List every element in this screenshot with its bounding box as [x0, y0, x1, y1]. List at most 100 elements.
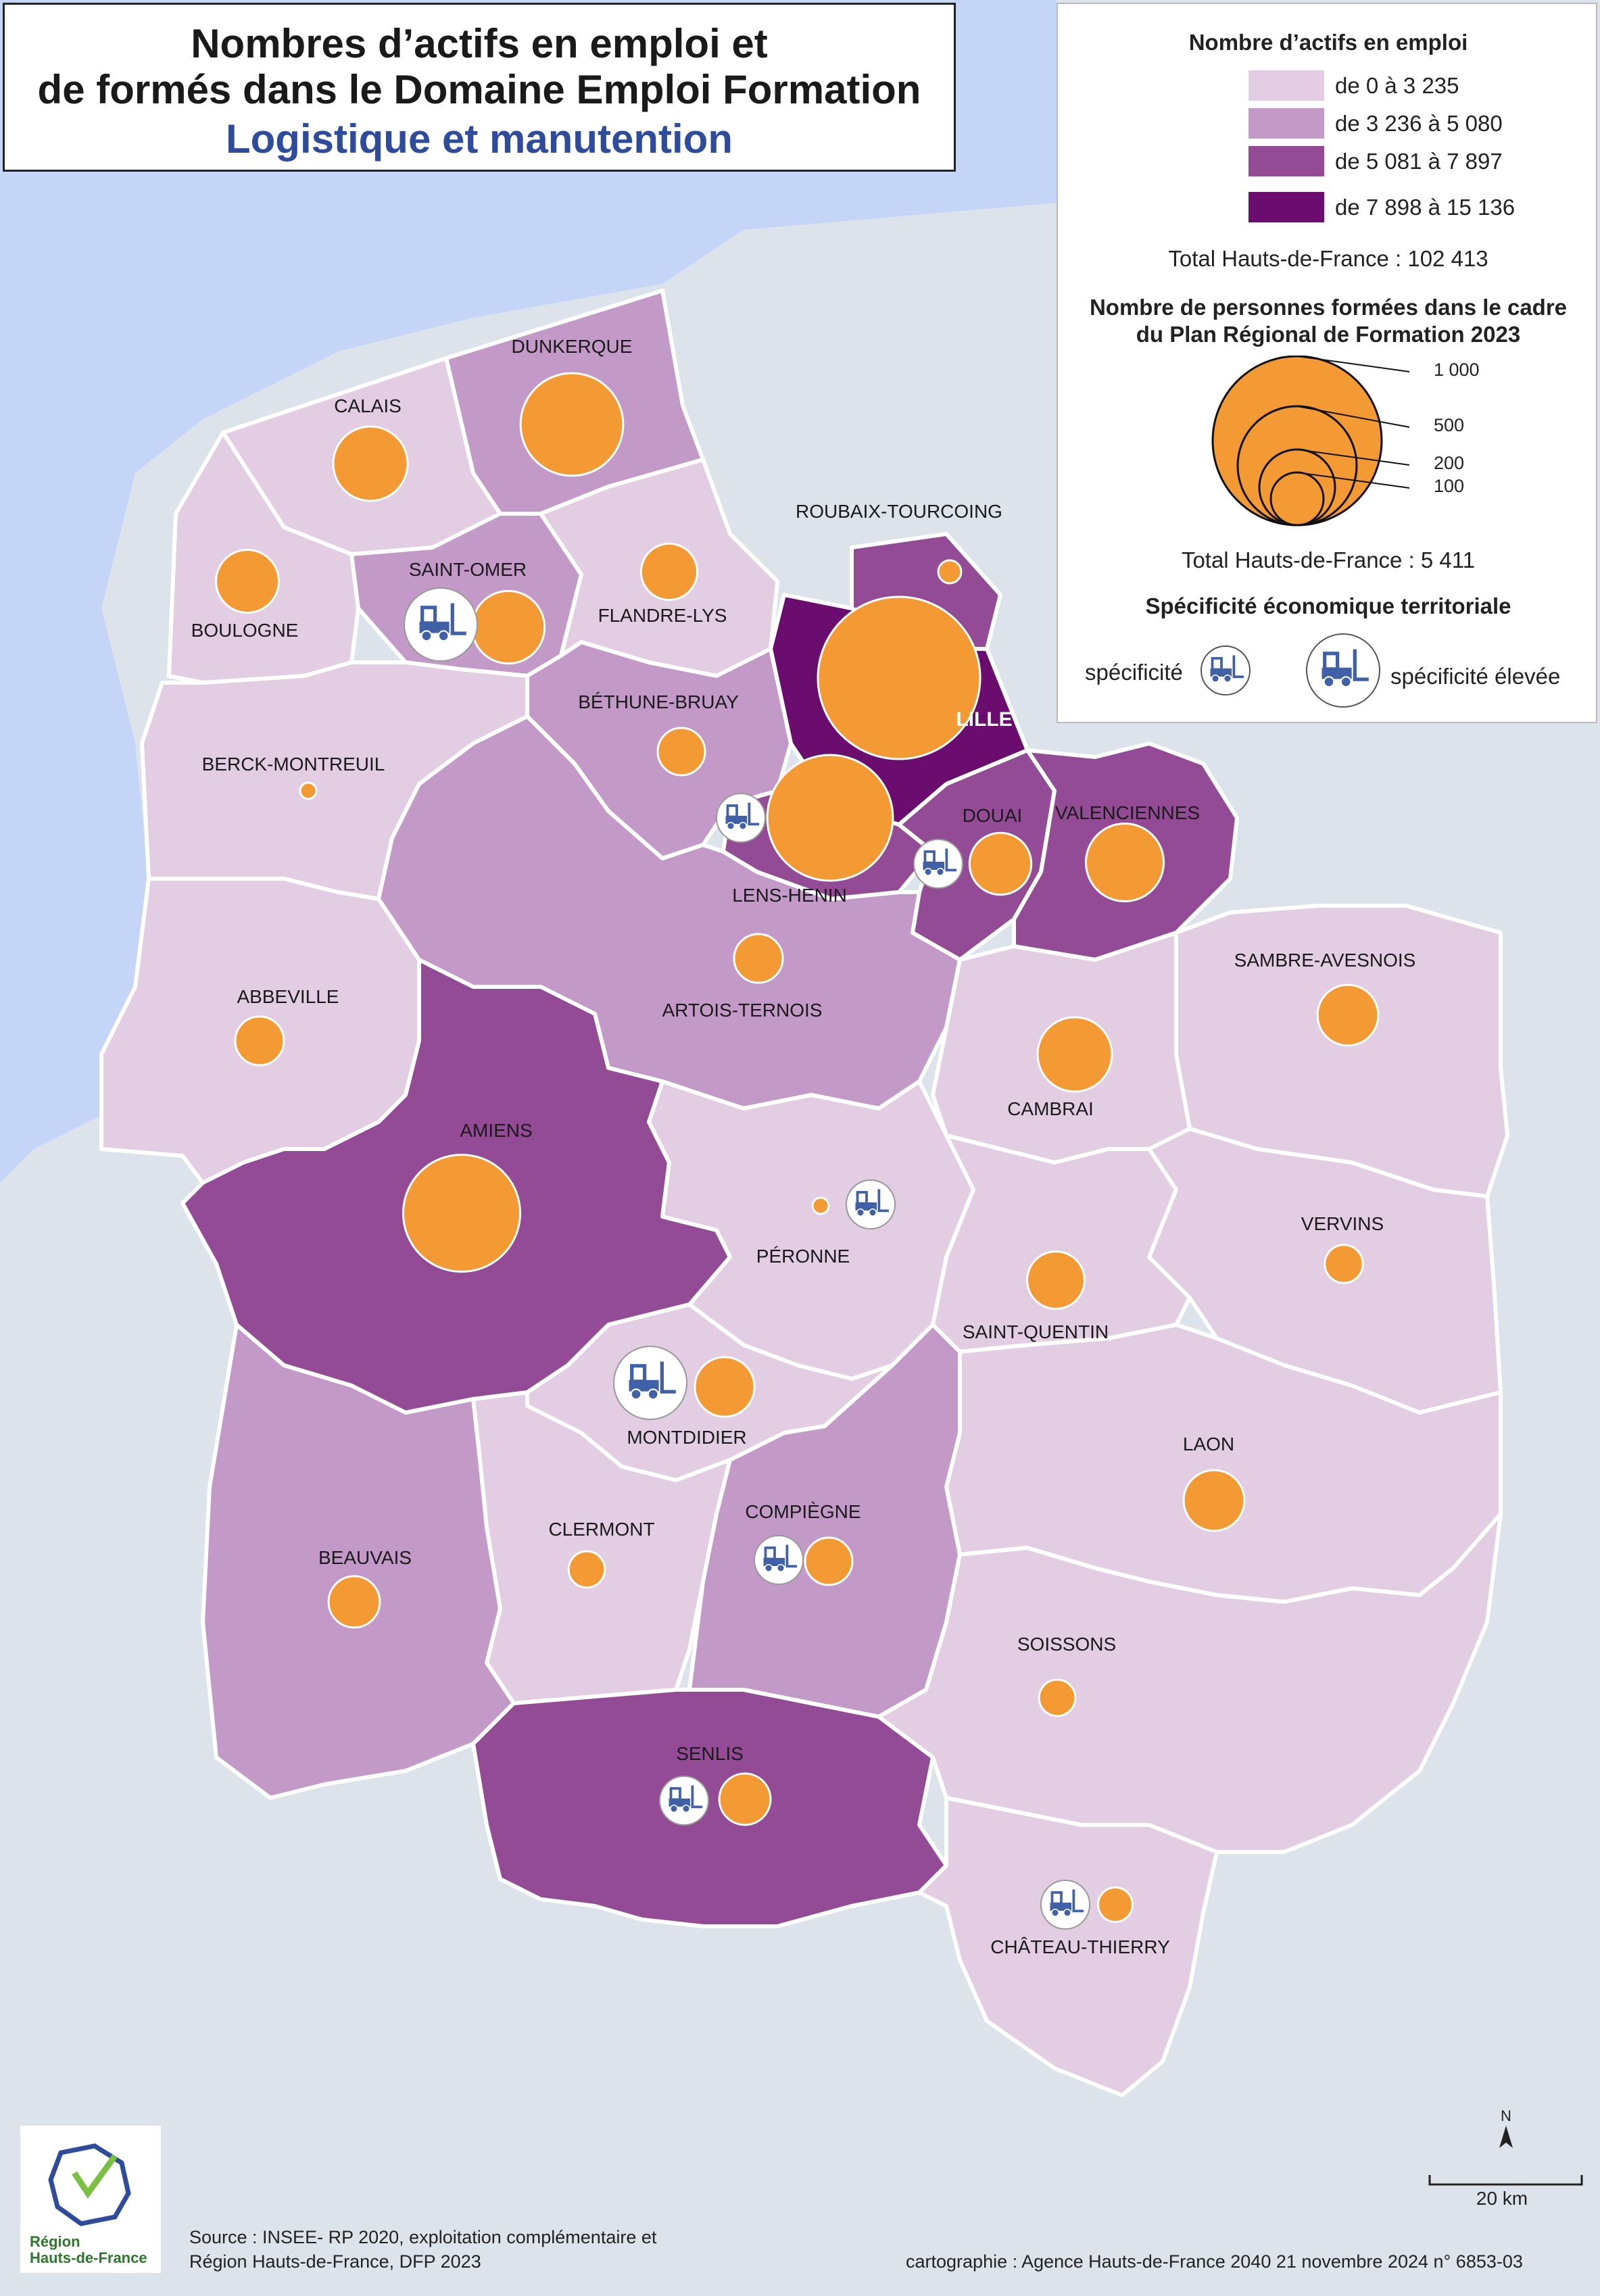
district-label-sambre-avesnois: SAMBRE-AVESNOIS: [1234, 950, 1416, 971]
district-label-vervins: VERVINS: [1301, 1213, 1384, 1234]
title-box: Nombres d’actifs en emploi et de formés …: [3, 3, 956, 172]
specificity-icons-layer: [404, 587, 1090, 1930]
legend-total-actifs: Total Hauts-de-France : 102 413: [1168, 246, 1488, 271]
legend-swatch-2: [1249, 146, 1324, 176]
district-label-chateau-thierry: CHÂTEAU-THIERRY: [990, 1936, 1170, 1957]
district-label-montdidier: MONTDIDIER: [627, 1427, 746, 1448]
district-label-saint-omer: SAINT-OMER: [409, 559, 527, 580]
legend-class-label-3: de 7 898 à 15 136: [1335, 195, 1516, 220]
district-label-amiens: AMIENS: [460, 1120, 532, 1141]
district-label-artois-ternois: ARTOIS-TERNOIS: [662, 1000, 822, 1021]
legend-circle-label-200: 200: [1434, 453, 1465, 473]
trained-circle-abbeville: [234, 1015, 285, 1067]
trained-circle-compiegne: [804, 1536, 854, 1586]
legend-circle-label-1000: 1 000: [1434, 360, 1480, 380]
trained-circle-calais: [332, 425, 409, 502]
trained-circle-saint-omer: [470, 589, 546, 665]
district-label-calais: CALAIS: [334, 395, 402, 416]
district-label-roubaix-tourcoing: ROUBAIX-TOURCOING: [796, 501, 1002, 522]
district-label-flandre-lys: FLANDRE-LYS: [598, 605, 727, 626]
legend-circle-label-500: 500: [1434, 415, 1465, 435]
title-line-1: Nombres d’actifs en emploi et: [191, 21, 768, 66]
footer-source-line-2: Région Hauts-de-France, DFP 2023: [189, 2251, 481, 2272]
district-label-compiegne: COMPIÈGNE: [745, 1501, 860, 1522]
sea: [0, 0, 1057, 1183]
specificity-icon-montdidier: [613, 1346, 687, 1420]
trained-circle-boulogne: [215, 549, 280, 614]
north-arrow: N: [1499, 2107, 1513, 2148]
legend-spec-label: spécificité: [1085, 660, 1183, 685]
district-label-valenciennes: VALENCIENNES: [1055, 802, 1200, 823]
trained-circle-amiens: [402, 1153, 522, 1273]
trained-circle-beauvais: [327, 1575, 381, 1629]
title-line-2: de formés dans le Domaine Emploi Formati…: [37, 67, 921, 112]
trained-circle-montdidier: [694, 1356, 756, 1418]
specificity-icon-douai: [913, 839, 963, 889]
trained-circle-peronne: [811, 1196, 830, 1215]
district-area-chateau-thierry: [917, 1796, 1219, 2097]
specificity-icon-senlis: [659, 1776, 709, 1826]
trained-circle-lens-henin: [766, 754, 894, 882]
legend-circle-scale: [1211, 356, 1410, 527]
legend: Nombre d’actifs en emploi de 0 à 3 235 d…: [1057, 3, 1597, 723]
trained-circle-valenciennes: [1084, 822, 1165, 903]
legend-circle-label-100: 100: [1434, 476, 1465, 496]
legend-specificity-title: Spécificité économique territoriale: [1145, 593, 1511, 618]
trained-circle-sambre-avesnois: [1316, 983, 1380, 1047]
legend-circle-title-2: du Plan Régional de Formation 2023: [1136, 322, 1521, 347]
trained-circle-bethune-bruay: [656, 727, 706, 777]
trained-circle-senlis: [718, 1772, 772, 1826]
legend-class-label-2: de 5 081 à 7 897: [1335, 149, 1503, 174]
specificity-icon-saint-omer: [404, 587, 478, 662]
logo-line-1: Région: [30, 2233, 80, 2250]
trained-circle-vervins: [1324, 1244, 1364, 1284]
region-logo-mark: [48, 2143, 131, 2226]
north-label: N: [1501, 2107, 1511, 2124]
district-label-clermont: CLERMONT: [548, 1519, 654, 1540]
legend-spec-high-label: spécificité élevée: [1390, 664, 1561, 689]
district-label-beauvais: BEAUVAIS: [318, 1547, 412, 1568]
trained-circle-cambrai: [1036, 1016, 1113, 1093]
legend-swatch-0: [1249, 70, 1324, 101]
district-label-dunkerque: DUNKERQUE: [512, 336, 633, 357]
trained-circle-soissons: [1038, 1678, 1077, 1717]
specificity-icon-chateau-thierry: [1040, 1880, 1090, 1930]
specificity-icon-peronne: [846, 1179, 896, 1229]
scale-bar-label: 20 km: [1476, 2188, 1528, 2209]
district-label-douai: DOUAI: [963, 805, 1023, 826]
legend-class-label-1: de 3 236 à 5 080: [1335, 111, 1503, 136]
district-label-lille: LILLE: [956, 708, 1012, 731]
trained-circle-douai: [968, 831, 1033, 896]
district-label-berck-montreuil: BERCK-MONTREUIL: [202, 754, 385, 775]
footer-credit: cartographie : Agence Hauts-de-France 20…: [906, 2251, 1523, 2272]
legend-spec-icon: [1201, 645, 1251, 695]
region-logo: Région Hauts-de-France: [20, 2126, 161, 2273]
trained-circle-saint-quentin: [1026, 1250, 1086, 1310]
trained-circle-clermont: [567, 1550, 606, 1589]
trained-circle-flandre-lys: [639, 542, 699, 602]
district-label-boulogne: BOULOGNE: [191, 620, 299, 641]
scale-bar: 20 km: [1428, 2175, 1583, 2209]
trained-circle-lille: [817, 595, 981, 760]
logo-text: Région Hauts-de-France: [30, 2234, 147, 2266]
trained-circle-berck-montreuil: [299, 781, 318, 800]
district-area-beauvais: [201, 1323, 516, 1800]
district-label-saint-quentin: SAINT-QUENTIN: [963, 1321, 1109, 1342]
district-label-senlis: SENLIS: [676, 1743, 744, 1764]
legend-choropleth-title: Nombre d’actifs en emploi: [1188, 30, 1468, 55]
legend-spec-high-icon: [1306, 633, 1380, 708]
district-label-cambrai: CAMBRAI: [1007, 1098, 1094, 1119]
legend-total-formes: Total Hauts-de-France : 5 411: [1181, 547, 1476, 572]
trained-circle-laon: [1182, 1469, 1246, 1532]
legend-swatch-1: [1249, 108, 1324, 139]
trained-circle-artois-ternois: [733, 933, 784, 984]
district-label-laon: LAON: [1183, 1434, 1234, 1455]
trained-circle-roubaix-tourcoing: [937, 559, 963, 585]
footer-source-line-1: Source : INSEE- RP 2020, exploitation co…: [189, 2227, 657, 2247]
district-label-bethune-bruay: BÉTHUNE-BRUAY: [578, 691, 739, 712]
subtitle: Logistique et manutention: [226, 116, 733, 162]
logo-line-2: Hauts-de-France: [30, 2249, 147, 2266]
district-area-saint-quentin: [931, 1133, 1192, 1354]
footer-source: Source : INSEE- RP 2020, exploitation co…: [189, 2225, 656, 2274]
